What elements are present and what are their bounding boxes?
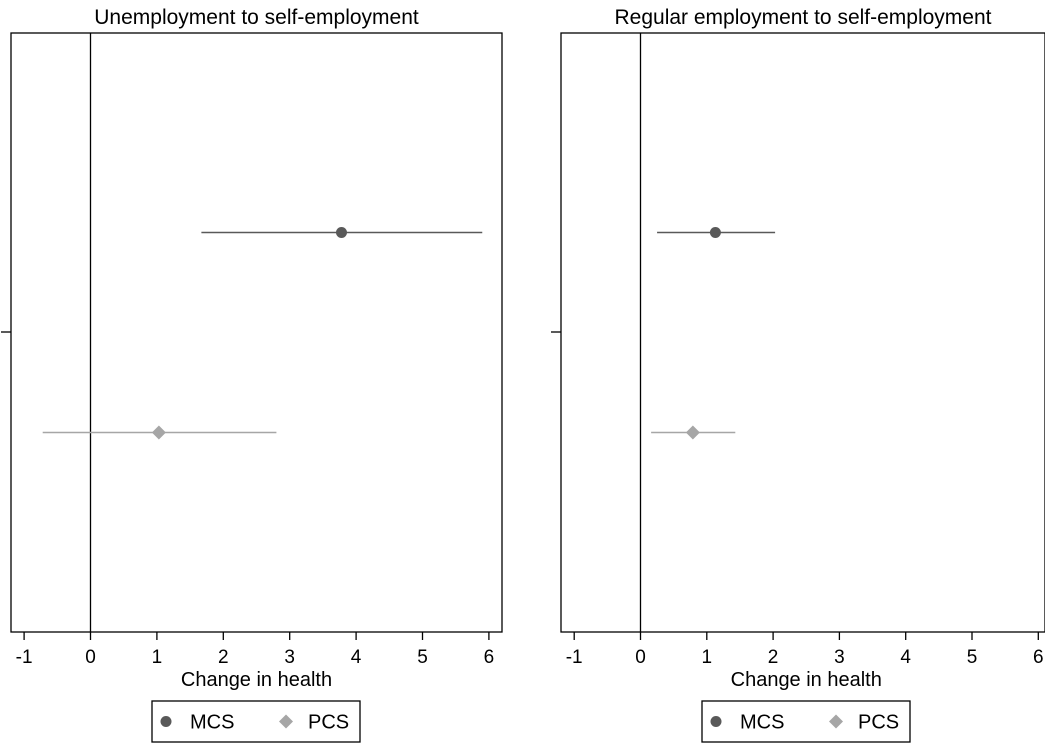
legend-label: PCS <box>858 712 899 734</box>
chart-panel-1: Unemployment to self-employment -1 0 1 2 3 4 5 6… <box>1 6 503 743</box>
x-tick-label: 1 <box>702 647 713 668</box>
x-tick-label: 6 <box>484 647 495 668</box>
legend-box <box>151 700 361 743</box>
plot-frame <box>560 32 1045 633</box>
legend: MCS PCS <box>151 700 361 743</box>
chart-title: Regular employment to self-employment <box>615 6 992 29</box>
x-tick-label: 3 <box>834 647 845 668</box>
point-estimate-pcs <box>151 425 166 440</box>
legend-marker-diamond-icon <box>279 714 293 729</box>
series-mcs <box>201 227 483 238</box>
x-tick-label: 3 <box>284 647 295 668</box>
x-tick-label: 1 <box>152 647 163 668</box>
x-tick-label: 4 <box>351 647 362 668</box>
series-pcs <box>651 425 736 440</box>
point-estimate-mcs <box>335 227 347 238</box>
legend-marker-circle-icon <box>710 716 722 727</box>
point-estimate-mcs <box>709 227 721 238</box>
legend-marker-diamond-icon <box>829 714 843 729</box>
x-tick-label: 0 <box>635 647 646 668</box>
x-axis-title: Change in health <box>181 669 332 691</box>
legend-marker-circle-icon <box>160 716 172 727</box>
x-tick-label: 6 <box>1033 647 1044 668</box>
legend-label: MCS <box>190 712 234 734</box>
x-tick-label: 2 <box>768 647 779 668</box>
legend-label: MCS <box>740 712 784 734</box>
x-tick-label: -1 <box>566 647 583 668</box>
legend-label: PCS <box>308 712 349 734</box>
series-mcs <box>657 227 776 238</box>
legend-box <box>701 700 911 743</box>
x-tick-label: -1 <box>16 647 33 668</box>
x-tick-label: 2 <box>218 647 229 668</box>
chart-title: Unemployment to self-employment <box>94 6 419 29</box>
x-tick-label: 5 <box>967 647 978 668</box>
x-tick-label: 5 <box>417 647 428 668</box>
chart-panel-2: Regular employment to self-employment -1 0… <box>551 6 1045 743</box>
x-tick-label: 4 <box>900 647 911 668</box>
series-pcs <box>42 425 277 440</box>
point-estimate-pcs <box>685 425 700 440</box>
legend: MCS PCS <box>701 700 911 743</box>
x-tick-label: 0 <box>85 647 96 668</box>
x-axis-title: Change in health <box>731 669 882 691</box>
plot-frame <box>10 32 503 633</box>
